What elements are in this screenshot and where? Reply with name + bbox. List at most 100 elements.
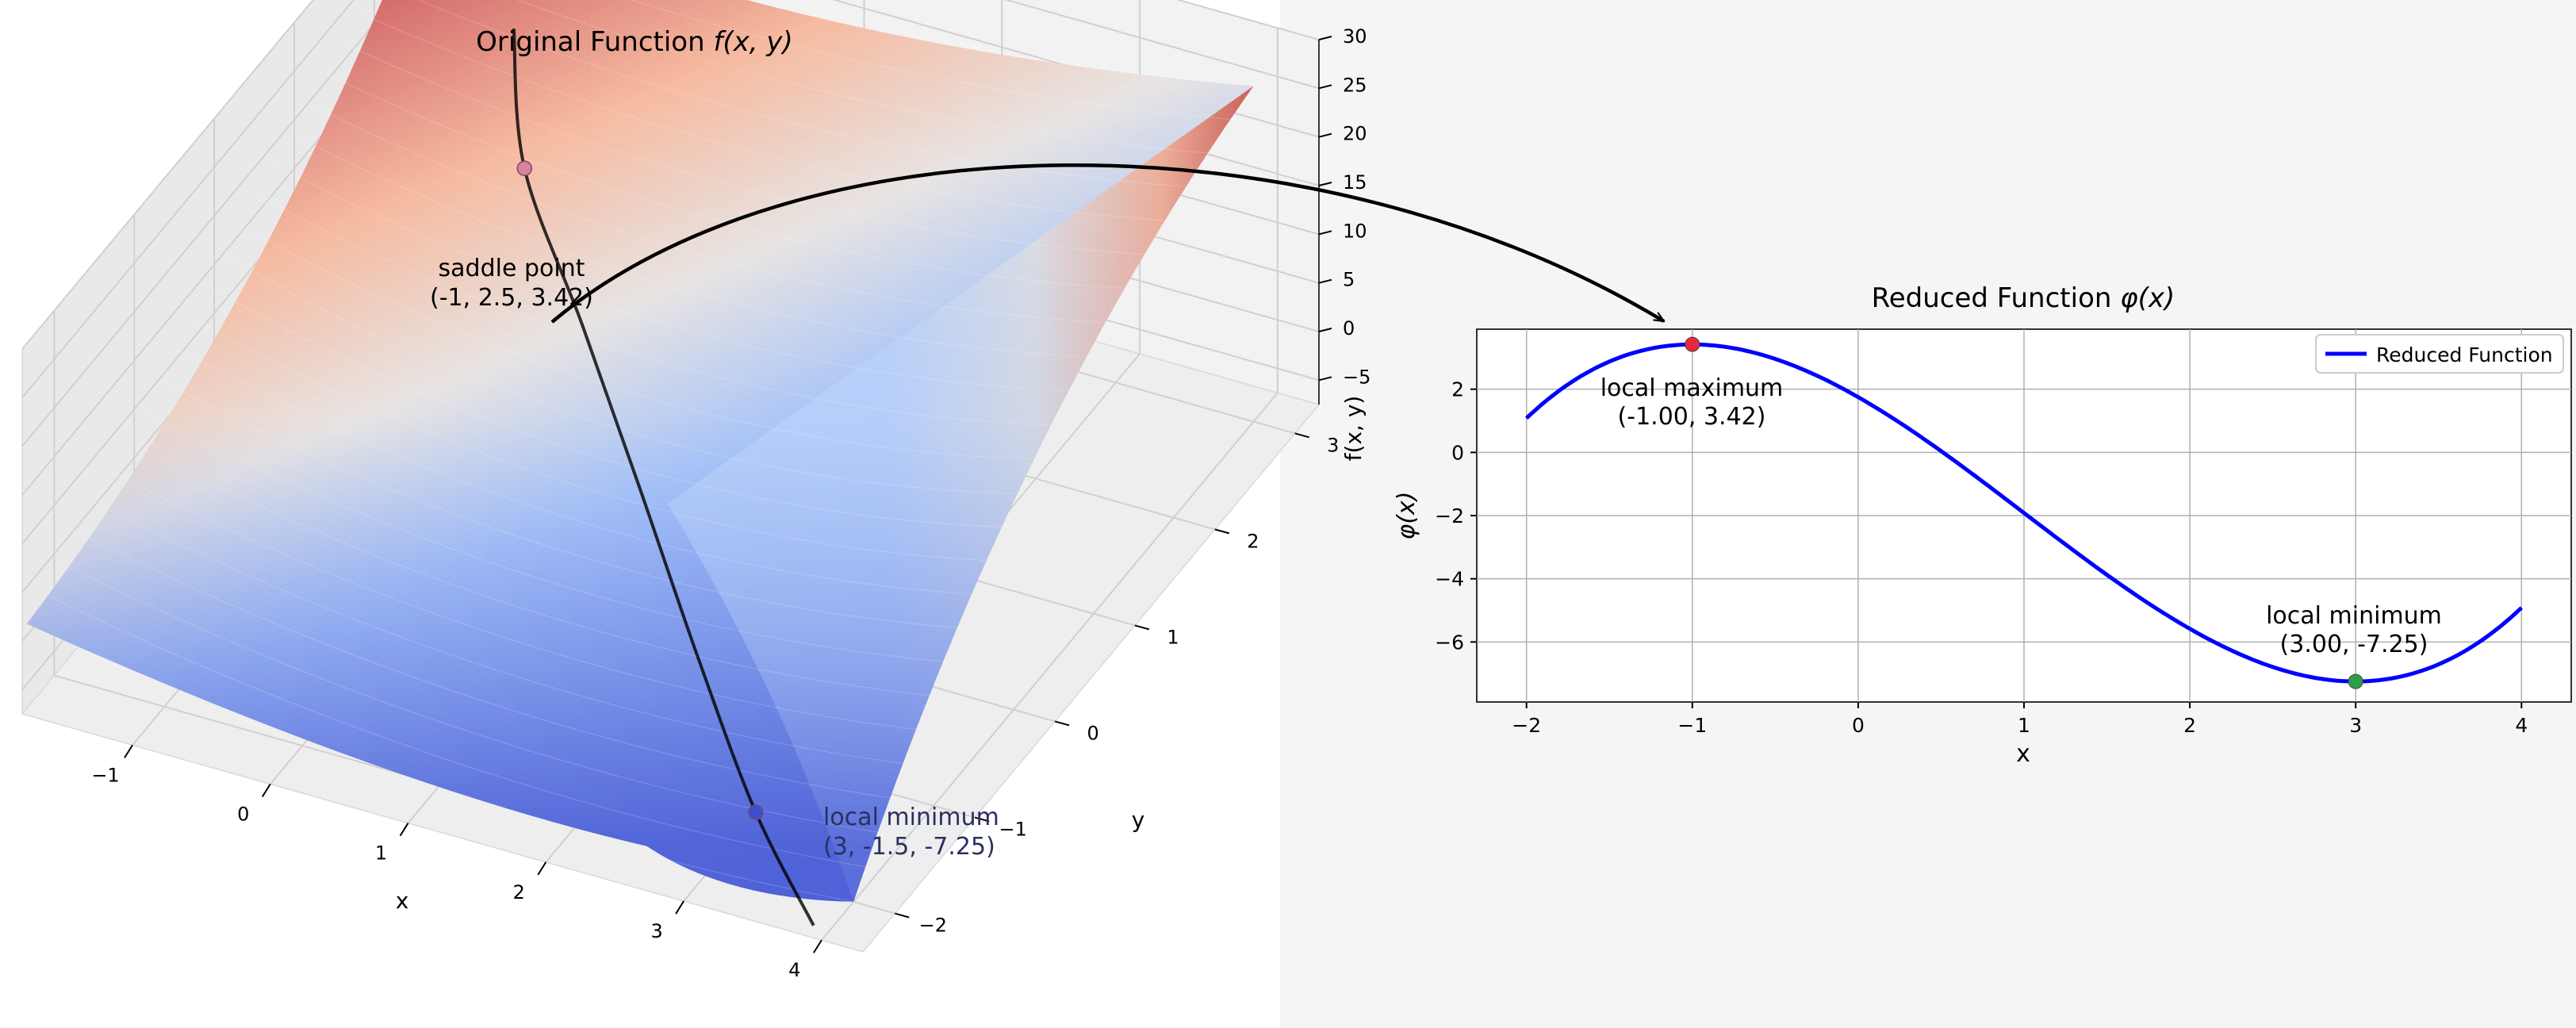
y-tick-label: 2 (1451, 378, 1464, 401)
y-tick-3d (1294, 432, 1310, 439)
surface-mesh-line (193, 317, 1021, 562)
z-tick-label-3d: 20 (1343, 123, 1367, 145)
y-tick-3d (1054, 720, 1070, 727)
y-tick-label: 0 (1451, 441, 1464, 464)
x-tick-label: −1 (1677, 714, 1707, 737)
y-tick-label-3d: 3 (1327, 434, 1339, 456)
critical-points-2d (1685, 336, 2363, 689)
x-tick-label: 1 (2018, 714, 2030, 737)
surface-mesh-line (765, 0, 1254, 86)
local-minimum-label: local minimum (2266, 602, 2442, 630)
z-tick-3d (1318, 376, 1332, 382)
surface-mesh-line (159, 378, 987, 631)
x-tick-label-3d: 4 (788, 959, 800, 981)
x-tick-label: 2 (2183, 714, 2196, 737)
local-minimum-coords: (3.00, -7.25) (2280, 631, 2428, 658)
x-axis-label-2d: x (2016, 740, 2030, 768)
z-tick-3d (1318, 36, 1332, 40)
reduced-function-plot: −2 −1 0 1 2 3 4−6−4−202 Reduced Function φ(x) … (1393, 282, 2572, 768)
y-tick-label-3d: 2 (1247, 530, 1259, 552)
x-tick-label-3d: 1 (375, 842, 387, 865)
surface-mesh-line (43, 593, 871, 869)
x-tick-label: 0 (1852, 714, 1865, 737)
critical-point-marker-2d (2348, 673, 2363, 689)
x-tick-label: 3 (2349, 714, 2362, 737)
surface-mesh-line (259, 195, 1087, 427)
surface-minimum-label: local minimum (823, 804, 999, 831)
y-tick-label-3d: −1 (999, 819, 1027, 841)
surface-mesh-line (109, 470, 937, 733)
z-tick-3d (1318, 84, 1332, 90)
x-tick-label: 4 (2515, 714, 2528, 737)
reduced-plot-title: Reduced Function φ(x) (1872, 282, 2175, 314)
surface-mesh-line (417, 0, 1204, 189)
surface-mesh-line (93, 501, 921, 766)
surface-mesh-line (143, 409, 971, 665)
surface-mesh-line (76, 531, 904, 800)
y-tick-label-3d: −2 (919, 915, 947, 937)
surface-mesh-line (309, 104, 1137, 324)
y-axis-label-3d: y (1132, 807, 1145, 833)
z-tick-label-3d: −5 (1343, 366, 1370, 388)
legend-label: Reduced Function (2376, 343, 2553, 366)
y-tick-label: −6 (1435, 631, 1464, 654)
y-tick-3d (1134, 624, 1150, 631)
z-tick-label-3d: 10 (1343, 220, 1367, 242)
saddle-point-coords: (-1, 2.5, 3.42) (430, 284, 593, 312)
saddle-point-label: saddle point (439, 255, 585, 282)
critical-point-marker-2d (1685, 336, 1700, 352)
x-tick-3d (675, 900, 684, 915)
x-tick-label: −2 (1512, 714, 1541, 737)
x-tick-label-3d: −1 (91, 764, 119, 786)
z-tick-3d (1318, 328, 1332, 332)
axis-ticks-2d: −2 −1 0 1 2 3 4 −6 −4 −2 0 2 (1435, 378, 2528, 737)
z-tick-3d (1318, 182, 1332, 186)
x-tick-label-3d: 0 (237, 804, 249, 826)
critical-point-marker (516, 160, 533, 176)
surface-mesh (26, 0, 1254, 903)
x-tick-3d (537, 861, 547, 876)
surface-mesh-line (293, 134, 1121, 359)
z-tick-label-3d: 5 (1343, 269, 1355, 291)
surface-mesh-line (176, 348, 1004, 596)
surface-mesh-line (226, 256, 1054, 495)
x-axis-label-3d: x (396, 888, 409, 914)
surface-shading (26, 0, 1254, 902)
local-maximum-label: local maximum (1600, 374, 1784, 402)
surface-mesh-line (59, 562, 887, 834)
grid-lines-2d (1477, 329, 2571, 702)
z-tick-label-3d: 25 (1343, 74, 1367, 96)
y-tick-label-3d: 1 (1167, 626, 1179, 648)
axis-ticks-3d: −1 0 1 2 3 4 −2 −1 0 1 2 3 −5 0 5 10 15 20 25 30 (91, 25, 1370, 981)
y-tick-label-3d: 0 (1087, 722, 1098, 744)
x-tick-3d (813, 939, 822, 953)
y-tick-label: −2 (1435, 504, 1464, 527)
surface-plot-3d: −1 0 1 2 3 4 −2 −1 0 1 2 3 −5 0 5 10 15 20 25 30 Original F… (21, 0, 1370, 981)
surface-plot-title: Original Function f(x, y) (476, 26, 793, 58)
critical-points-3d (516, 160, 764, 820)
z-tick-3d (1318, 278, 1332, 284)
legend-box (2315, 334, 2564, 374)
z-tick-3d (1318, 230, 1332, 236)
y-axis-label-2d: φ(x) (1393, 492, 1420, 540)
x-tick-label-3d: 2 (513, 881, 525, 903)
grid-left-z (21, 0, 314, 350)
z-tick-label-3d: 15 (1343, 171, 1367, 194)
y-tick-3d (974, 816, 990, 823)
z-tick-label-3d: 0 (1343, 317, 1355, 339)
x-tick-3d (124, 744, 133, 758)
grid-floor-x (821, 392, 1278, 941)
legend: Reduced Function (2315, 334, 2564, 374)
grid-left-z (21, 0, 355, 398)
surface-mesh-line (516, 0, 1221, 155)
surface-minimum-coords: (3, -1.5, -7.25) (823, 833, 995, 861)
x-tick-3d (261, 783, 271, 798)
z-tick-label-3d: 30 (1343, 25, 1367, 48)
surface-mesh-line (343, 43, 1171, 257)
y-tick-3d (1214, 528, 1230, 535)
surface-mesh-line (126, 439, 954, 699)
grid-left-z (21, 0, 396, 447)
connector-arrow (550, 163, 1664, 324)
y-tick-label: −4 (1435, 568, 1464, 591)
